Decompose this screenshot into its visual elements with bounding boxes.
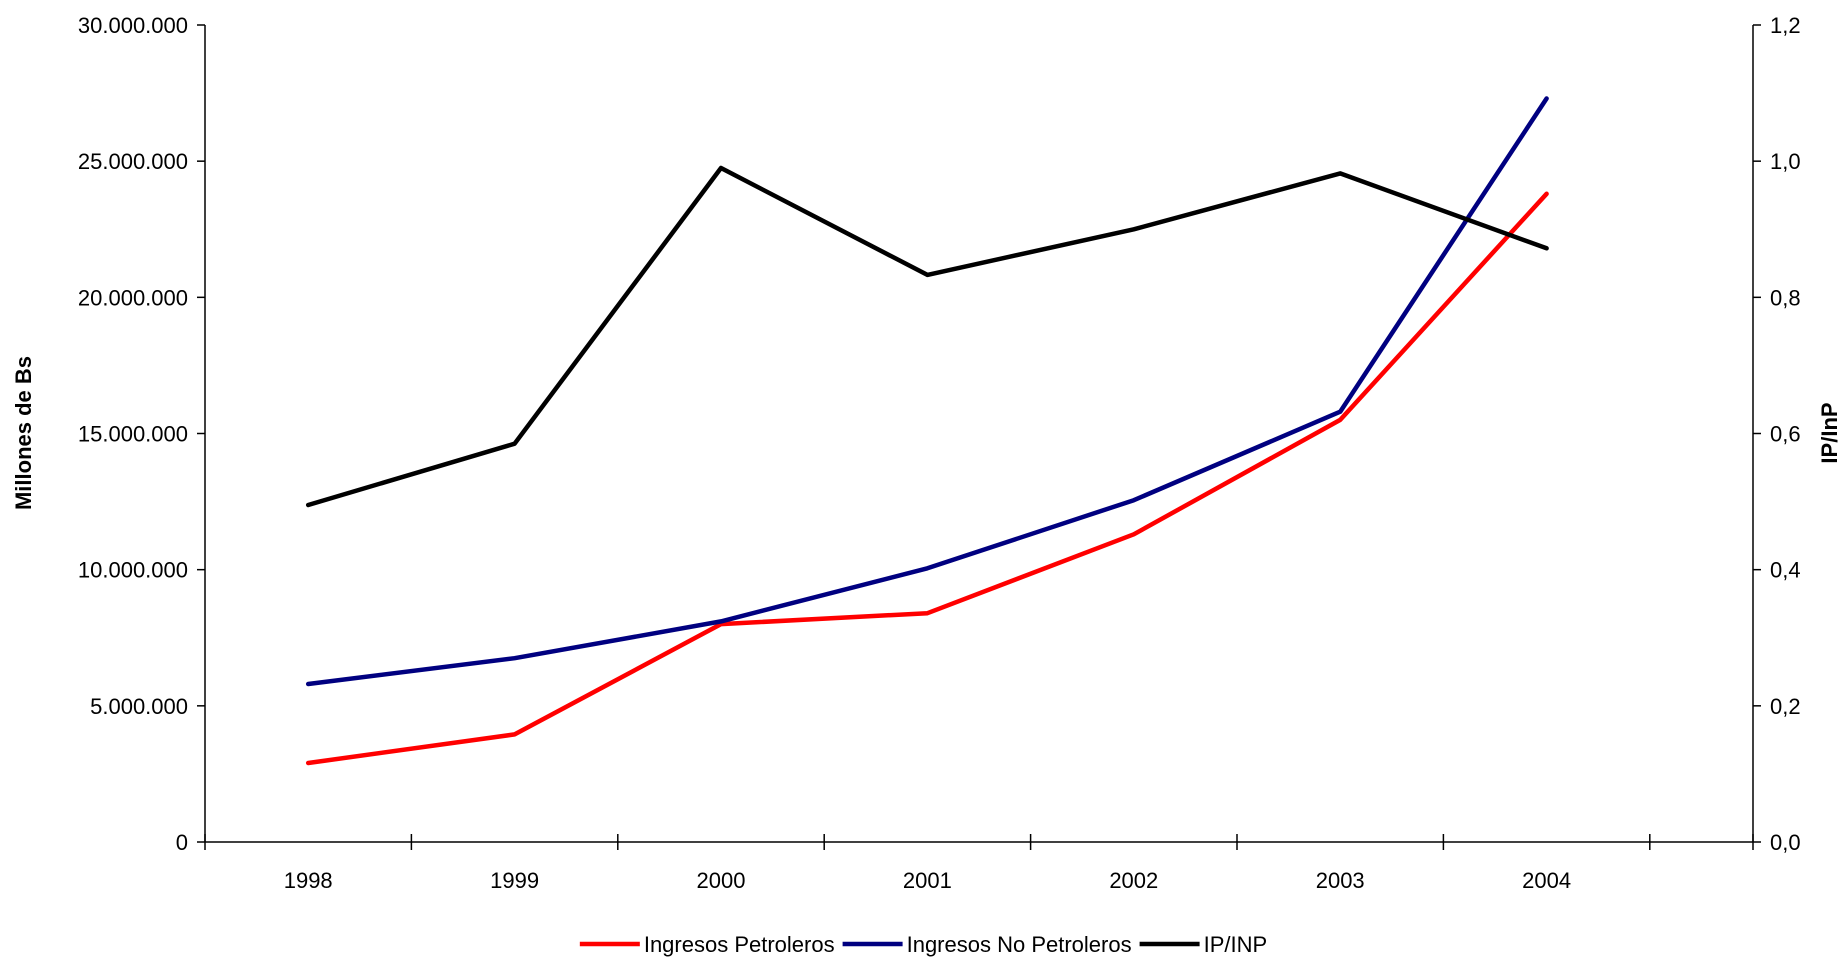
- left-tick-label: 30.000.000: [78, 13, 188, 38]
- x-tick-label: 1998: [284, 868, 333, 893]
- x-tick-label: 2001: [903, 868, 952, 893]
- left-tick-label: 10.000.000: [78, 558, 188, 583]
- right-tick-label: 1,0: [1770, 149, 1801, 174]
- right-tick-group: 0,0 0,2 0,4 0,6 0,8 1,0 1,2: [1753, 13, 1801, 855]
- x-tick-label: 2004: [1522, 868, 1571, 893]
- x-tick-group: 1998 1999 2000 2001 2002 2003 2004: [204, 834, 1754, 893]
- legend-label: Ingresos No Petroleros: [907, 932, 1132, 957]
- left-tick-label: 15.000.000: [78, 422, 188, 447]
- x-tick-label: 1999: [490, 868, 539, 893]
- y2-axis-title: IP/InP: [1817, 402, 1842, 463]
- left-tick-label: 25.000.000: [78, 149, 188, 174]
- legend-label: Ingresos Petroleros: [644, 932, 835, 957]
- series-line-ingresos-petroleros: [305, 191, 1549, 766]
- legend: Ingresos Petroleros Ingresos No Petrolero…: [579, 932, 1268, 957]
- right-tick-label: 0,4: [1770, 558, 1801, 583]
- right-tick-label: 0,8: [1770, 285, 1801, 310]
- right-tick-label: 0,0: [1770, 830, 1801, 855]
- series-line-ip-inp: [305, 165, 1549, 508]
- left-tick-label: 20.000.000: [78, 285, 188, 310]
- right-tick-label: 1,2: [1770, 13, 1801, 38]
- left-tick-label: 5.000.000: [90, 694, 188, 719]
- right-tick-label: 0,6: [1770, 422, 1801, 447]
- legend-label: IP/INP: [1204, 932, 1268, 957]
- x-tick-label: 2002: [1109, 868, 1158, 893]
- series-group: [305, 96, 1549, 766]
- x-tick-label: 2000: [697, 868, 746, 893]
- left-tick-group: 0 5.000.000 10.000.000 15.000.000 20.000.000…: [78, 13, 205, 855]
- y-axis-title: Millones de Bs: [11, 356, 36, 510]
- right-tick-label: 0,2: [1770, 694, 1801, 719]
- series-line-ingresos-no-petroleros: [305, 96, 1549, 687]
- left-tick-label: 0: [176, 830, 188, 855]
- x-tick-label: 2003: [1316, 868, 1365, 893]
